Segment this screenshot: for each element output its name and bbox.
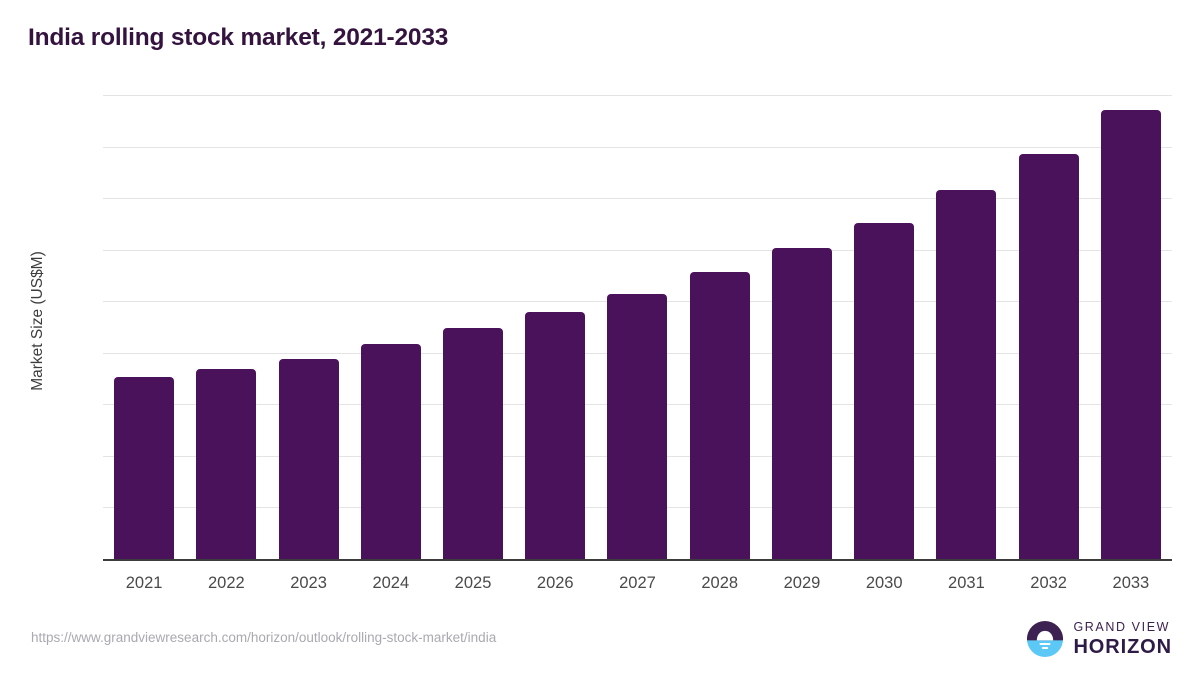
horizon-circle-logo-icon	[1027, 620, 1064, 658]
bar[interactable]	[443, 328, 504, 559]
bar-group: 2032	[1008, 95, 1090, 592]
x-tick-label: 2032	[1030, 574, 1067, 592]
bar[interactable]	[854, 223, 915, 559]
bar-group: 2026	[514, 95, 596, 592]
bar-group: 2021	[103, 95, 185, 592]
x-tick-label: 2026	[536, 574, 574, 592]
x-tick-label: 2022	[207, 574, 245, 592]
y-axis-title: Market Size (US$M)	[29, 251, 46, 391]
x-tick-label: 2023	[290, 574, 327, 592]
bar[interactable]	[689, 272, 750, 559]
gridline	[103, 249, 1172, 251]
page-title: India rolling stock market, 2021-2033	[28, 24, 449, 51]
bar-group: 2031	[925, 95, 1007, 592]
bar[interactable]	[525, 312, 586, 559]
bar-group: 2025	[432, 95, 514, 592]
gridline	[103, 95, 1172, 96]
bar-group: 2033	[1090, 95, 1172, 592]
logo-wordmark: GRAND VIEW HORIZON	[1073, 621, 1172, 658]
bar[interactable]	[607, 294, 668, 559]
bar-group: 2028	[679, 95, 761, 592]
bar[interactable]	[114, 377, 175, 559]
gridline	[103, 146, 1172, 148]
bar[interactable]	[771, 248, 832, 559]
x-tick-label: 2025	[454, 574, 492, 592]
gridline	[103, 559, 1172, 561]
logo-line-grand-view: GRAND VIEW	[1073, 619, 1171, 634]
x-tick-label: 2029	[783, 574, 821, 592]
bar-group: 2029	[761, 95, 843, 592]
bars-layer: 2021 2022 2023 2024 2025 2026 2027 2028 2029 2030…	[103, 95, 1172, 592]
bar-group: 2023	[267, 95, 349, 592]
bar-group: 2022	[185, 95, 267, 592]
bar[interactable]	[196, 369, 257, 559]
x-tick-label: 2027	[619, 574, 656, 592]
gridline	[103, 198, 1172, 200]
bar[interactable]	[1100, 110, 1161, 559]
bar-group: 2030	[843, 95, 925, 592]
x-tick-label: 2021	[125, 574, 163, 592]
x-tick-label: 2031	[948, 574, 985, 592]
bar-group: 2027	[596, 95, 678, 592]
bar[interactable]	[278, 358, 339, 559]
bar[interactable]	[936, 190, 997, 559]
source-url[interactable]: https://www.grandviewresearch.com/horizo…	[31, 630, 497, 645]
x-tick-label: 2033	[1112, 574, 1150, 592]
x-tick-label: 2028	[701, 574, 739, 592]
grand-view-horizon-logo: GRAND VIEW HORIZON	[1026, 620, 1172, 658]
x-tick-label: 2024	[372, 574, 410, 592]
bar[interactable]	[360, 344, 421, 559]
logo-line-horizon: HORIZON	[1073, 636, 1172, 659]
bar-group: 2024	[350, 95, 432, 592]
bar[interactable]	[1018, 154, 1079, 559]
x-tick-label: 2030	[865, 574, 903, 592]
